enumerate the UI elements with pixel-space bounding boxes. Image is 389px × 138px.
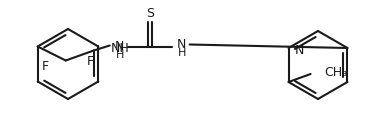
Text: NH: NH: [110, 42, 129, 55]
Text: CH₃: CH₃: [324, 66, 348, 79]
Text: H: H: [116, 51, 124, 60]
Text: N: N: [115, 40, 124, 53]
Text: S: S: [146, 7, 154, 20]
Text: N: N: [294, 43, 304, 56]
Text: H: H: [177, 48, 186, 59]
Text: F: F: [87, 55, 94, 68]
Text: F: F: [42, 59, 49, 72]
Text: N: N: [177, 38, 186, 51]
